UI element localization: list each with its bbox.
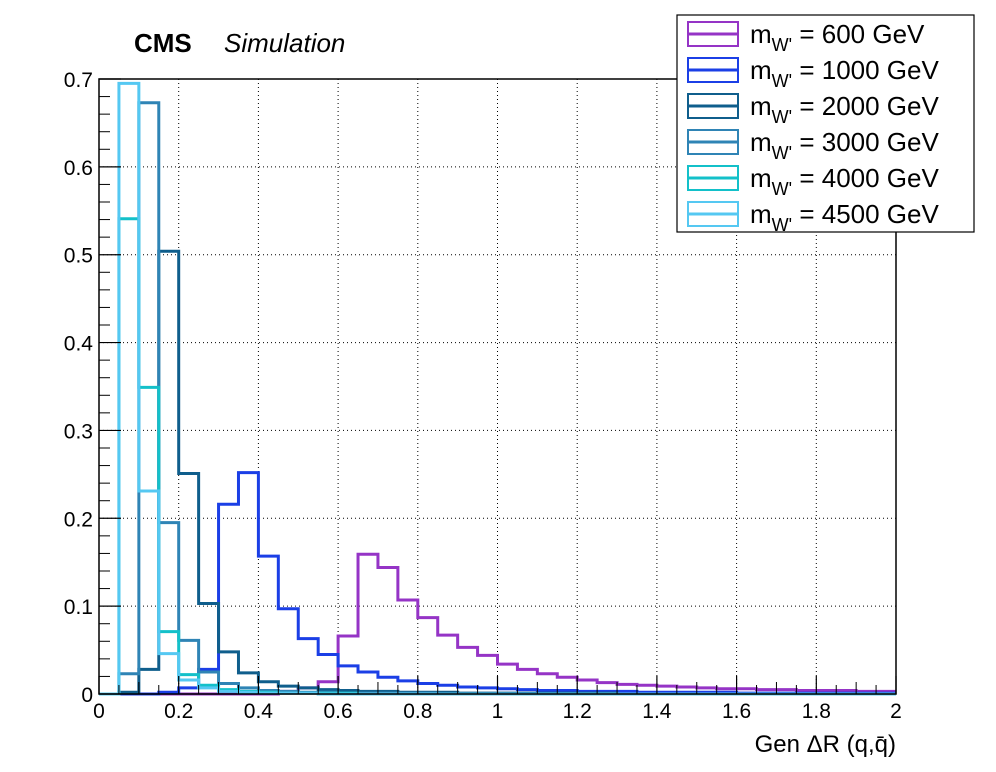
legend-label: mW' = 2000 GeV <box>750 91 939 127</box>
y-tick-label: 0.7 <box>64 69 93 92</box>
y-tick-label: 0.3 <box>64 420 93 443</box>
simulation-label: Simulation <box>224 28 345 58</box>
y-tick-label: 0 <box>81 684 93 707</box>
legend-entry: mW' = 3000 GeV <box>687 127 939 163</box>
x-tick-labels: 0 0.2 0.4 0.6 0.8 1 1.2 1.4 1.6 1.8 2 <box>93 700 902 723</box>
x-tick-label: 2 <box>890 700 902 723</box>
x-tick-label: 0.2 <box>164 700 193 723</box>
y-tick-label: 0.2 <box>64 508 93 531</box>
x-tick-label: 1.6 <box>722 700 751 723</box>
y-tick-label: 0.6 <box>64 157 93 180</box>
x-tick-label: 0 <box>93 700 105 723</box>
legend-entry: mW' = 4500 GeV <box>687 199 939 235</box>
series-line-1 <box>99 471 896 696</box>
x-tick-label: 0.8 <box>403 700 432 723</box>
legend-box <box>676 14 975 233</box>
legend-entry: mW' = 600 GeV <box>687 19 925 55</box>
legend-label: mW' = 4000 GeV <box>750 163 939 199</box>
x-tick-label: 1.2 <box>563 700 592 723</box>
x-tick-label: 1 <box>492 700 504 723</box>
y-tick-label: 0.5 <box>64 245 93 268</box>
y-tick-labels: 0 0.1 0.2 0.3 0.4 0.5 0.6 0.7 <box>64 69 94 707</box>
x-tick-label: 1.4 <box>642 700 672 723</box>
legend-label: mW' = 600 GeV <box>750 19 925 55</box>
legend-entry: mW' = 2000 GeV <box>687 91 939 127</box>
legend-label: mW' = 3000 GeV <box>750 127 939 163</box>
legend-label: mW' = 1000 GeV <box>750 55 939 91</box>
x-tick-label: 0.6 <box>323 700 352 723</box>
legend-label: mW' = 4500 GeV <box>750 199 939 235</box>
y-tick-label: 0.4 <box>64 333 94 356</box>
x-axis-title: Gen ΔR (q,q̄) <box>755 731 896 758</box>
x-tick-label: 0.4 <box>244 700 274 723</box>
axis-ticks <box>98 78 897 695</box>
y-tick-label: 0.1 <box>64 596 93 619</box>
cms-label: CMS <box>134 28 192 58</box>
legend-entry: mW' = 1000 GeV <box>687 55 939 91</box>
x-tick-label: 1.8 <box>802 700 831 723</box>
legend-entry: mW' = 4000 GeV <box>687 163 939 199</box>
